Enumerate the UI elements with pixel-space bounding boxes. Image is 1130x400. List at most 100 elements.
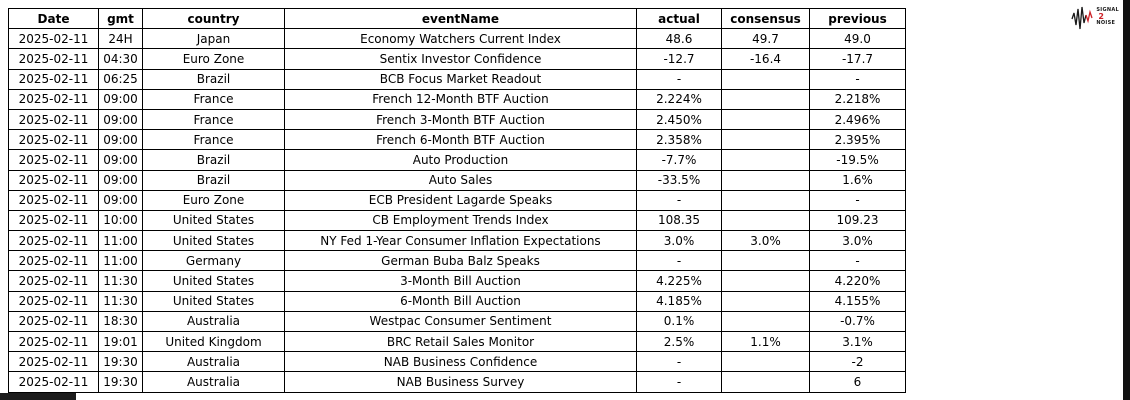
table-cell: 3.1% [809,330,906,353]
table-cell: NAB Business Confidence [284,351,637,373]
table-body: 2025-02-11 24H Japan Economy Watchers Curre… [8,28,906,393]
table-row: 2025-02-11 09:00 France French 12-Month BTF… [8,88,906,110]
table-cell: 11:00 [98,250,143,272]
table-row: 2025-02-11 09:00 Brazil Auto Production -7.7… [8,149,906,171]
table-container: Date gmt country eventName actual consen… [8,7,906,393]
table-cell: 04:30 [98,48,143,70]
column-header-previous: previous [809,7,906,30]
signal2noise-logo: SIGNAL 2 NOISE [1071,3,1119,31]
bottom-left-bar [0,393,76,400]
waveform-icon [1071,6,1094,30]
table-cell: 1.1% [721,330,810,353]
table-cell: 11:00 [98,230,143,252]
table-cell: 3-Month Bill Auction [284,270,637,292]
table-cell [721,209,810,232]
table-cell [721,310,810,333]
table-cell: 09:00 [98,149,143,171]
table-cell: - [636,68,722,90]
table-cell: 2025-02-11 [8,270,99,292]
table-row: 2025-02-11 19:30 Australia NAB Business Sur… [8,371,906,393]
table-cell: 2025-02-11 [8,129,99,151]
table-cell: Japan [142,28,285,50]
table-cell: ECB President Lagarde Speaks [284,189,637,211]
table-cell: 2025-02-11 [8,149,99,171]
table-row: 2025-02-11 10:00 United States CB Employmen… [8,209,906,232]
table-cell: -16.4 [721,48,810,70]
table-cell: - [809,189,906,211]
table-cell [721,371,810,393]
column-header-country: country [142,7,285,30]
table-cell: Australia [142,371,285,393]
table-cell [721,129,810,151]
table-cell: Australia [142,351,285,373]
table-row: 2025-02-11 24H Japan Economy Watchers Curre… [8,28,906,50]
table-cell: 2025-02-11 [8,371,99,393]
table-cell: Sentix Investor Confidence [284,48,637,70]
table-cell: 49.7 [721,28,810,50]
table-cell: 09:00 [98,129,143,151]
table-cell: 2025-02-11 [8,169,99,191]
table-row: 2025-02-11 09:00 France French 3-Month BTF … [8,108,906,131]
logo-word-two: 2 [1098,12,1104,21]
table-cell: 2025-02-11 [8,310,99,333]
table-cell: 1.6% [809,169,906,191]
table-cell: 2.224% [636,88,722,110]
table-cell: - [636,250,722,272]
table-cell: 2025-02-11 [8,189,99,211]
table-cell: 2.496% [809,108,906,131]
table-cell: -7.7% [636,149,722,171]
table-cell: 2025-02-11 [8,28,99,50]
table-cell: 0.1% [636,310,722,333]
table-cell: -19.5% [809,149,906,171]
table-cell: 2.450% [636,108,722,131]
table-cell: -0.7% [809,310,906,333]
table-cell: France [142,108,285,131]
table-cell: Economy Watchers Current Index [284,28,637,50]
table-cell: BRC Retail Sales Monitor [284,330,637,353]
table-cell: - [636,189,722,211]
table-cell: 06:25 [98,68,143,90]
table-cell: 4.155% [809,290,906,312]
table-row: 2025-02-11 09:00 Brazil Auto Sales -33.5% 1.6… [8,169,906,191]
table-cell: Australia [142,310,285,333]
table-cell: 2025-02-11 [8,209,99,232]
table-cell: United States [142,230,285,252]
table-row: 2025-02-11 11:30 United States 6-Month Bill… [8,290,906,312]
table-cell: 18:30 [98,310,143,333]
right-edge-bar [1123,0,1130,400]
table-cell: -33.5% [636,169,722,191]
table-row: 2025-02-11 19:01 United Kingdom BRC Retail … [8,330,906,353]
table-cell: Auto Sales [284,169,637,191]
table-cell: 19:30 [98,371,143,393]
table-cell: 09:00 [98,88,143,110]
table-cell: NY Fed 1-Year Consumer Inflation Expecta… [284,230,637,252]
table-cell: Euro Zone [142,48,285,70]
table-cell: United States [142,209,285,232]
table-cell [721,68,810,90]
column-header-date: Date [8,7,99,30]
table-cell: NAB Business Survey [284,371,637,393]
table-cell: 10:00 [98,209,143,232]
logo-word-noise: NOISE [1096,20,1116,26]
table-row: 2025-02-11 09:00 France French 6-Month BTF … [8,129,906,151]
table-cell [721,108,810,131]
table-cell: Brazil [142,169,285,191]
table-cell: - [636,371,722,393]
table-row: 2025-02-11 06:25 Brazil BCB Focus Market Re… [8,68,906,90]
table-cell: Brazil [142,149,285,171]
table-cell: 19:30 [98,351,143,373]
table-cell: French 12-Month BTF Auction [284,88,637,110]
table-cell: French 3-Month BTF Auction [284,108,637,131]
table-cell: Auto Production [284,149,637,171]
table-row: 2025-02-11 11:00 United States NY Fed 1-Yea… [8,230,906,252]
table-row: 2025-02-11 11:30 United States 3-Month Bill… [8,270,906,292]
logo-text: SIGNAL 2 NOISE [1096,8,1119,26]
table-cell: 4.225% [636,270,722,292]
table-cell: 2025-02-11 [8,230,99,252]
table-cell: 09:00 [98,189,143,211]
table-cell [721,169,810,191]
table-cell: United Kingdom [142,330,285,353]
table-cell: 109.23 [809,209,906,232]
table-cell: 2025-02-11 [8,48,99,70]
